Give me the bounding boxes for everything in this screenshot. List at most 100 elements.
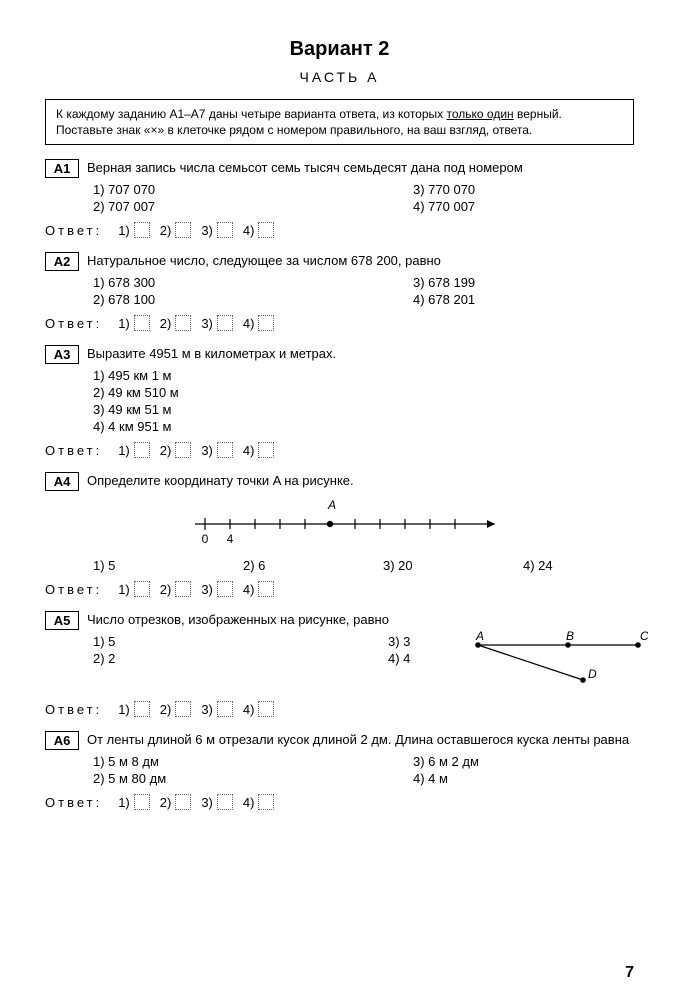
answer-box-a6-1[interactable] xyxy=(134,794,150,810)
answer-box-a2-4[interactable] xyxy=(258,315,274,331)
label-D: D xyxy=(588,667,597,681)
answer-line-a6: Ответ: 1) 2) 3) 4) xyxy=(45,794,634,810)
answer-box-a3-2[interactable] xyxy=(175,442,191,458)
instr-text-1: К каждому заданию А1–А7 даны четыре вари… xyxy=(56,107,447,121)
answer-box-a4-1[interactable] xyxy=(134,581,150,597)
ans-num-1: 1) xyxy=(118,582,130,597)
q1-opt4: 4) 770 007 xyxy=(413,199,634,214)
ans-num-2: 2) xyxy=(160,795,172,810)
axis-label-4: 4 xyxy=(227,532,234,546)
answer-box-a3-3[interactable] xyxy=(217,442,233,458)
question-a4: А4 Определите координату точки A на рису… xyxy=(45,472,634,597)
ans-num-4: 4) xyxy=(243,443,255,458)
ans-num-2: 2) xyxy=(160,443,172,458)
answer-label: Ответ: xyxy=(45,582,102,597)
ans-num-4: 4) xyxy=(243,795,255,810)
q1-opt1: 1) 707 070 xyxy=(93,182,413,197)
answer-box-a1-3[interactable] xyxy=(217,222,233,238)
question-a2: А2 Натуральное число, следующее за число… xyxy=(45,252,634,331)
answer-box-a2-1[interactable] xyxy=(134,315,150,331)
q4-opt3: 3) 20 xyxy=(383,558,523,573)
ans-num-1: 1) xyxy=(118,795,130,810)
label-B: B xyxy=(566,630,574,643)
tag-a2: А2 xyxy=(45,252,79,271)
ans-num-4: 4) xyxy=(243,702,255,717)
ans-num-2: 2) xyxy=(160,702,172,717)
page: Вариант 2 ЧАСТЬ А К каждому заданию А1–А… xyxy=(0,0,679,1000)
q2-text: Натуральное число, следующее за числом 6… xyxy=(87,252,634,268)
answer-box-a5-3[interactable] xyxy=(217,701,233,717)
answer-box-a5-2[interactable] xyxy=(175,701,191,717)
answer-box-a3-4[interactable] xyxy=(258,442,274,458)
answer-line-a4: Ответ: 1) 2) 3) 4) xyxy=(45,581,634,597)
q3-opt1: 1) 495 км 1 м xyxy=(93,368,634,383)
answer-label: Ответ: xyxy=(45,316,102,331)
answer-label: Ответ: xyxy=(45,223,102,238)
ans-num-3: 3) xyxy=(201,702,213,717)
answer-box-a2-2[interactable] xyxy=(175,315,191,331)
ans-num-3: 3) xyxy=(201,316,213,331)
ans-num-1: 1) xyxy=(118,223,130,238)
answer-box-a6-4[interactable] xyxy=(258,794,274,810)
answer-box-a4-3[interactable] xyxy=(217,581,233,597)
q2-opt3: 3) 678 199 xyxy=(413,275,634,290)
variant-title: Вариант 2 xyxy=(45,38,634,61)
question-a5: А5 Число отрезков, изображенных на рисун… xyxy=(45,611,634,717)
answer-label: Ответ: xyxy=(45,702,102,717)
answer-box-a5-4[interactable] xyxy=(258,701,274,717)
answer-box-a1-2[interactable] xyxy=(175,222,191,238)
q6-opt2: 2) 5 м 80 дм xyxy=(93,771,413,786)
answer-box-a1-4[interactable] xyxy=(258,222,274,238)
q4-opt4: 4) 24 xyxy=(523,558,634,573)
q2-opt2: 2) 678 100 xyxy=(93,292,413,307)
number-line-figure: A 0 4 xyxy=(195,499,634,552)
ans-num-4: 4) xyxy=(243,582,255,597)
q1-text: Верная запись числа семьсот семь тысяч с… xyxy=(87,159,634,175)
answer-box-a2-3[interactable] xyxy=(217,315,233,331)
ans-num-4: 4) xyxy=(243,316,255,331)
q3-opt4: 4) 4 км 951 м xyxy=(93,419,634,434)
question-a6: А6 От ленты длиной 6 м отрезали кусок дл… xyxy=(45,731,634,810)
q6-text: От ленты длиной 6 м отрезали кусок длино… xyxy=(87,731,634,747)
answer-box-a6-2[interactable] xyxy=(175,794,191,810)
q3-opt2: 2) 49 км 510 м xyxy=(93,385,634,400)
label-C: C xyxy=(640,630,648,643)
instr-text-2: верный. xyxy=(514,107,562,121)
answer-label: Ответ: xyxy=(45,795,102,810)
axis-label-a: A xyxy=(327,499,336,512)
answer-label: Ответ: xyxy=(45,443,102,458)
q5-text: Число отрезков, изображенных на рисунке,… xyxy=(87,611,634,627)
answer-box-a4-2[interactable] xyxy=(175,581,191,597)
ans-num-2: 2) xyxy=(160,316,172,331)
q5-opt1: 1) 5 xyxy=(93,634,388,649)
instr-text-3: Поставьте знак «×» в клеточке рядом с но… xyxy=(56,123,532,137)
ans-num-1: 1) xyxy=(118,443,130,458)
q1-opt3: 3) 770 070 xyxy=(413,182,634,197)
q4-opt1: 1) 5 xyxy=(93,558,243,573)
ans-num-3: 3) xyxy=(201,795,213,810)
q2-opt4: 4) 678 201 xyxy=(413,292,634,307)
tag-a5: А5 xyxy=(45,611,79,630)
q3-text: Выразите 4951 м в километрах и метрах. xyxy=(87,345,634,361)
ans-num-3: 3) xyxy=(201,443,213,458)
q5-opt3: 3) 3 xyxy=(388,634,458,649)
answer-box-a4-4[interactable] xyxy=(258,581,274,597)
answer-box-a3-1[interactable] xyxy=(134,442,150,458)
answer-box-a6-3[interactable] xyxy=(217,794,233,810)
page-number: 7 xyxy=(625,964,634,982)
tag-a3: А3 xyxy=(45,345,79,364)
label-A: A xyxy=(475,630,484,643)
ans-num-1: 1) xyxy=(118,702,130,717)
question-a3: А3 Выразите 4951 м в километрах и метрах… xyxy=(45,345,634,458)
ans-num-2: 2) xyxy=(160,223,172,238)
q1-opt2: 2) 707 007 xyxy=(93,199,413,214)
segments-figure: A B C D xyxy=(468,630,648,693)
answer-box-a5-1[interactable] xyxy=(134,701,150,717)
answer-line-a3: Ответ: 1) 2) 3) 4) xyxy=(45,442,634,458)
question-a1: А1 Верная запись числа семьсот семь тыся… xyxy=(45,159,634,238)
ans-num-3: 3) xyxy=(201,223,213,238)
part-label: ЧАСТЬ А xyxy=(45,69,634,85)
tag-a6: А6 xyxy=(45,731,79,750)
answer-box-a1-1[interactable] xyxy=(134,222,150,238)
ans-num-2: 2) xyxy=(160,582,172,597)
